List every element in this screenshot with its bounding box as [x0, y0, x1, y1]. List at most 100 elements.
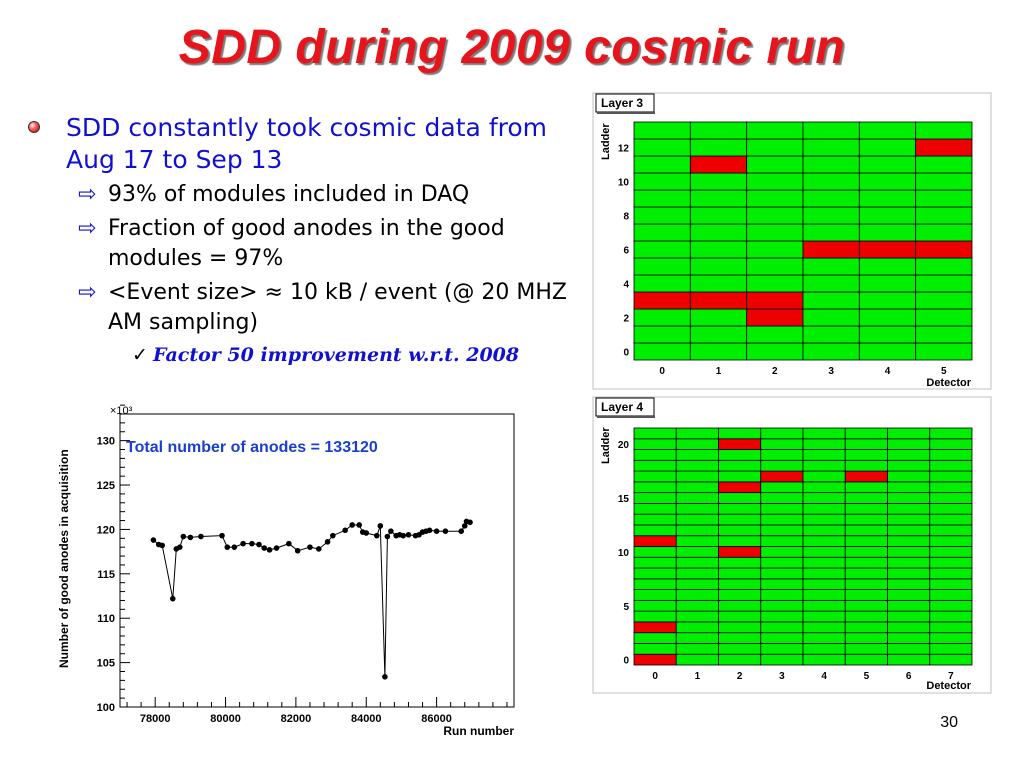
good-module-cell	[689, 257, 748, 276]
good-module-cell	[802, 325, 860, 344]
good-module-cell	[802, 449, 846, 461]
data-point	[266, 547, 273, 553]
bad-module-cell	[633, 653, 677, 666]
good-module-cell	[760, 567, 804, 580]
good-module-cell	[802, 632, 846, 644]
good-module-cell	[858, 308, 917, 327]
layer4-grid: 0 1 2 3 4 5 6 7 0 5 10 15 20	[592, 396, 992, 694]
sub-bullet-text: 93% of modules included in DAQ	[108, 182, 470, 207]
good-module-cell	[760, 556, 804, 569]
bad-module-cell	[718, 438, 762, 450]
good-module-cell	[675, 481, 719, 494]
slide-title: SDD during 2009 cosmic run	[178, 21, 846, 74]
good-module-cell	[760, 481, 804, 494]
good-module-cell	[760, 653, 804, 666]
good-module-cell	[858, 172, 917, 191]
good-module-cell	[675, 492, 719, 504]
y-tick-label: 0	[623, 348, 629, 359]
good-module-cell	[915, 206, 973, 225]
good-module-cell	[675, 653, 719, 666]
good-module-cell	[633, 427, 677, 440]
good-module-cell	[802, 643, 846, 655]
good-module-cell	[802, 567, 846, 580]
data-point	[442, 528, 449, 534]
good-module-cell	[718, 449, 762, 461]
good-module-cell	[746, 223, 804, 242]
good-module-cell	[802, 206, 860, 225]
sub-bullet: ⇨ 93% of modules included in DAQ	[28, 180, 588, 210]
data-point	[273, 545, 280, 551]
good-module-cell	[675, 524, 719, 537]
good-module-cell	[929, 610, 973, 623]
good-module-cell	[887, 492, 931, 504]
good-module-cell	[915, 274, 973, 293]
bad-module-cell	[689, 155, 748, 174]
data-point	[388, 528, 394, 534]
good-module-cell	[760, 632, 804, 644]
good-module-cell	[844, 438, 888, 450]
good-module-cell	[887, 470, 931, 483]
red-sphere-bullet-icon	[28, 121, 40, 133]
good-module-cell	[887, 524, 931, 537]
good-module-cell	[718, 535, 762, 547]
good-module-cell	[760, 589, 804, 601]
good-module-cell	[633, 274, 691, 293]
good-module-cell	[844, 524, 888, 537]
good-module-cell	[718, 610, 762, 623]
good-module-cell	[633, 643, 677, 655]
good-module-cell	[675, 599, 719, 612]
good-module-cell	[802, 653, 846, 666]
good-module-cell	[929, 503, 973, 515]
good-module-cell	[915, 308, 973, 327]
good-module-cell	[915, 223, 973, 242]
good-module-cell	[802, 578, 846, 590]
y-tick-label: 15	[618, 494, 630, 505]
data-point	[324, 539, 331, 545]
y-tick-label: 6	[623, 246, 629, 257]
bad-module-cell	[633, 621, 677, 634]
data-point	[363, 530, 370, 536]
good-module-cell	[633, 189, 691, 208]
data-point	[261, 545, 268, 551]
good-module-cell	[929, 492, 973, 504]
sub-bullet-text: Fraction of good anodes in the good modu…	[108, 216, 505, 271]
good-module-cell	[858, 189, 917, 208]
good-module-cell	[746, 172, 804, 191]
y-tick-label: 2	[623, 314, 629, 325]
y-tick-label: 120	[97, 524, 115, 536]
good-module-cell	[887, 610, 931, 623]
good-module-cell	[633, 524, 677, 537]
plot-frame	[119, 413, 515, 708]
x-tick-label: 4	[821, 671, 827, 682]
good-module-cell	[746, 342, 804, 361]
good-module-cell	[844, 621, 888, 634]
good-module-cell	[689, 172, 748, 191]
good-module-cell	[802, 481, 846, 494]
good-module-cell	[746, 121, 804, 140]
y-tick-label: 110	[97, 613, 115, 625]
good-module-cell	[858, 274, 917, 293]
good-module-cell	[689, 189, 748, 208]
y-multiplier-label: ×10³	[110, 405, 133, 417]
good-module-cell	[718, 556, 762, 569]
good-module-cell	[844, 653, 888, 666]
x-axis-label: Detector	[926, 680, 971, 692]
good-module-cell	[929, 524, 973, 537]
x-tick-label: 1	[716, 366, 722, 377]
layer-label: Layer 4	[601, 400, 643, 414]
good-module-cell	[858, 342, 917, 361]
good-module-cell	[675, 632, 719, 644]
good-module-cell	[718, 643, 762, 655]
data-point	[249, 540, 255, 547]
good-module-cell	[844, 578, 888, 590]
good-module-cell	[802, 308, 860, 327]
good-module-cell	[633, 503, 677, 515]
good-module-cell	[633, 481, 677, 494]
good-module-cell	[802, 621, 846, 634]
good-module-cell	[746, 240, 804, 259]
x-tick-label: 3	[828, 366, 834, 377]
good-module-cell	[929, 621, 973, 634]
bad-module-cell	[760, 470, 804, 483]
data-point	[377, 523, 384, 529]
